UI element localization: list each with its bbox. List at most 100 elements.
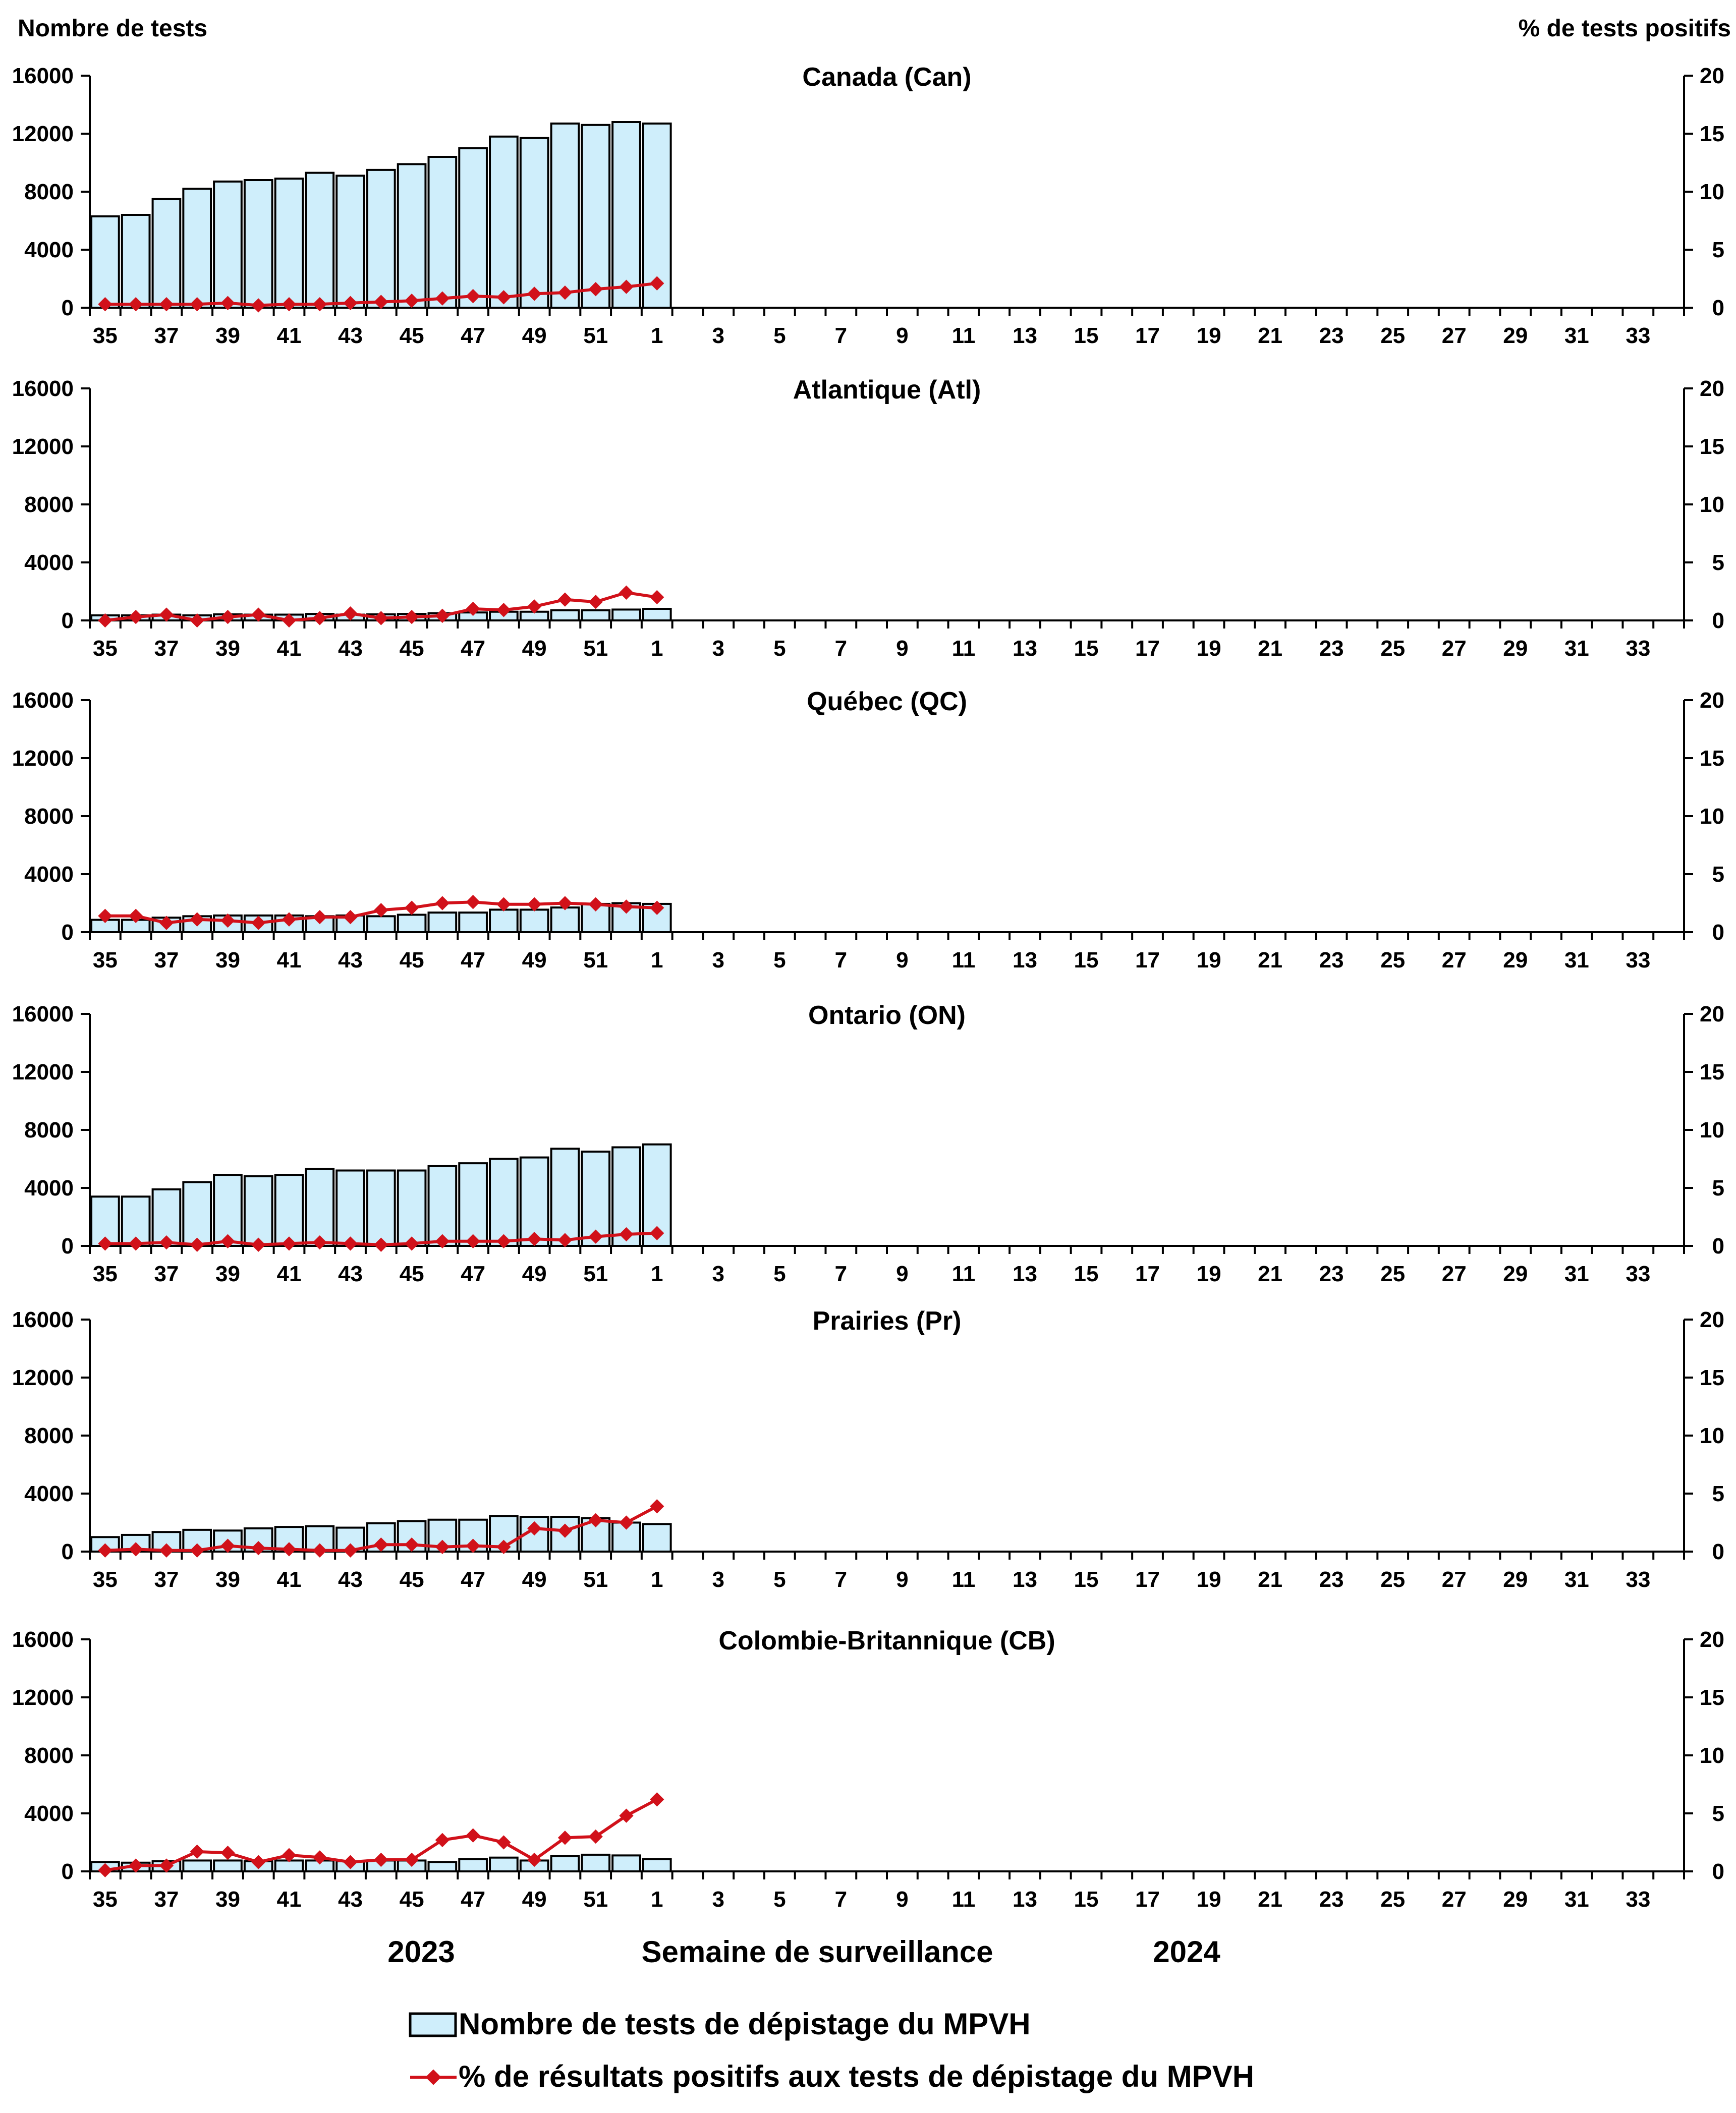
positivity-point-week-41 — [282, 613, 297, 628]
positivity-point-week-43 — [343, 1543, 358, 1558]
right-tick-label: 0 — [1712, 296, 1724, 320]
right-tick-label: 5 — [1712, 1481, 1724, 1506]
x-tick-label: 25 — [1380, 1567, 1405, 1592]
bar-week-40 — [243, 1175, 273, 1247]
positivity-point-week-48 — [496, 603, 511, 617]
x-tick-label: 17 — [1135, 1887, 1160, 1912]
bar-week-43 — [335, 175, 365, 309]
bar-week-44 — [366, 168, 396, 309]
panel-title: Atlantique (Atl) — [793, 375, 981, 405]
right-tick-label: 10 — [1700, 1423, 1724, 1448]
x-tick-label: 13 — [1013, 948, 1037, 973]
x-tick-label: 21 — [1258, 636, 1282, 661]
positivity-point-week-45 — [404, 609, 419, 624]
positivity-point-week-41 — [282, 1236, 297, 1251]
positivity-point-week-52 — [619, 585, 634, 600]
x-tick-label: 41 — [277, 1887, 302, 1912]
bar-week-38 — [182, 188, 212, 309]
positivity-point-week-48 — [496, 897, 511, 911]
bar-week-52 — [611, 608, 641, 621]
right-tick-label: 5 — [1712, 238, 1724, 262]
positivity-point-week-50 — [557, 1831, 573, 1845]
x-tick-label: 41 — [277, 323, 302, 348]
x-tick-label: 1 — [651, 323, 663, 348]
x-tick-label: 15 — [1074, 636, 1099, 661]
x-tick-label: 11 — [952, 636, 976, 661]
x-tick-label: 23 — [1319, 636, 1344, 661]
left-tick-label: 12000 — [12, 746, 74, 771]
x-tick-label: 45 — [400, 1262, 424, 1286]
left-tick-label: 8000 — [24, 180, 74, 204]
x-tick-label: 17 — [1135, 636, 1160, 661]
left-tick-label: 16000 — [12, 376, 74, 401]
positivity-point-week-42 — [312, 1850, 327, 1865]
left-tick-label: 12000 — [12, 122, 74, 146]
positivity-point-week-45 — [404, 1537, 419, 1552]
x-tick-label: 35 — [93, 1262, 118, 1286]
x-tick-label: 15 — [1074, 948, 1099, 973]
positivity-point-week-40 — [251, 298, 266, 313]
x-tick-label: 1 — [651, 1887, 663, 1912]
x-tick-label: 33 — [1626, 636, 1650, 661]
positivity-point-week-50 — [557, 592, 573, 607]
positivity-point-week-41 — [282, 297, 297, 312]
left-tick-label: 16000 — [12, 1627, 74, 1652]
left-tick-label: 4000 — [24, 1801, 74, 1826]
year-2023-label: 2023 — [387, 1935, 455, 1969]
right-axis-title: % de tests positifs — [1519, 15, 1731, 42]
positivity-point-week-38 — [190, 1237, 204, 1252]
bar-week-41 — [274, 1174, 304, 1247]
x-tick-label: 13 — [1013, 323, 1037, 348]
positivity-point-week-45 — [404, 1852, 419, 1867]
positivity-point-week-41 — [282, 1542, 297, 1557]
positivity-point-week-1 — [650, 276, 664, 291]
bar-week-47 — [458, 1858, 488, 1872]
positivity-point-week-45 — [404, 1236, 419, 1251]
x-tick-label: 11 — [952, 1262, 976, 1286]
left-tick-label: 12000 — [12, 434, 74, 459]
x-tick-label: 31 — [1564, 1567, 1589, 1592]
right-tick-label: 0 — [1712, 920, 1724, 945]
left-tick-label: 0 — [62, 920, 74, 945]
left-tick-label: 0 — [62, 1234, 74, 1259]
left-tick-label: 4000 — [24, 1481, 74, 1506]
positivity-point-week-41 — [282, 1848, 297, 1862]
bar-week-47 — [458, 911, 488, 933]
right-tick-label: 5 — [1712, 1176, 1724, 1201]
x-axis-title: Semaine de surveillance — [641, 1935, 993, 1969]
bar-week-45 — [397, 913, 427, 933]
left-tick-label: 12000 — [12, 1060, 74, 1084]
x-tick-label: 33 — [1626, 948, 1650, 973]
x-tick-label: 19 — [1197, 1887, 1221, 1912]
positivity-point-week-1 — [650, 900, 664, 915]
x-tick-label: 39 — [215, 636, 240, 661]
x-tick-label: 1 — [651, 1262, 663, 1286]
x-tick-label: 21 — [1258, 323, 1282, 348]
positivity-point-week-44 — [374, 611, 388, 625]
positivity-point-week-40 — [251, 1855, 266, 1869]
x-tick-label: 51 — [583, 948, 608, 973]
positivity-point-week-48 — [496, 1234, 511, 1248]
x-tick-label: 7 — [835, 1887, 847, 1912]
x-tick-label: 17 — [1135, 1567, 1160, 1592]
left-tick-label: 16000 — [12, 688, 74, 713]
x-tick-label: 35 — [93, 323, 118, 348]
bar-week-51 — [581, 1853, 611, 1872]
x-tick-label: 9 — [896, 948, 908, 973]
x-tick-label: 47 — [461, 1887, 485, 1912]
right-tick-label: 20 — [1700, 1307, 1724, 1332]
right-tick-label: 15 — [1700, 1365, 1724, 1390]
x-tick-label: 3 — [712, 1262, 724, 1286]
x-tick-label: 25 — [1380, 1262, 1405, 1286]
left-tick-label: 4000 — [24, 862, 74, 887]
bar-week-45 — [397, 163, 427, 309]
x-tick-label: 7 — [835, 636, 847, 661]
x-tick-label: 47 — [461, 636, 485, 661]
positivity-point-week-36 — [129, 1236, 143, 1251]
x-tick-label: 45 — [400, 948, 424, 973]
x-tick-label: 39 — [215, 1262, 240, 1286]
positivity-point-week-48 — [496, 290, 511, 305]
right-tick-label: 20 — [1700, 688, 1724, 713]
x-tick-label: 27 — [1442, 1567, 1467, 1592]
right-tick-label: 5 — [1712, 1801, 1724, 1826]
